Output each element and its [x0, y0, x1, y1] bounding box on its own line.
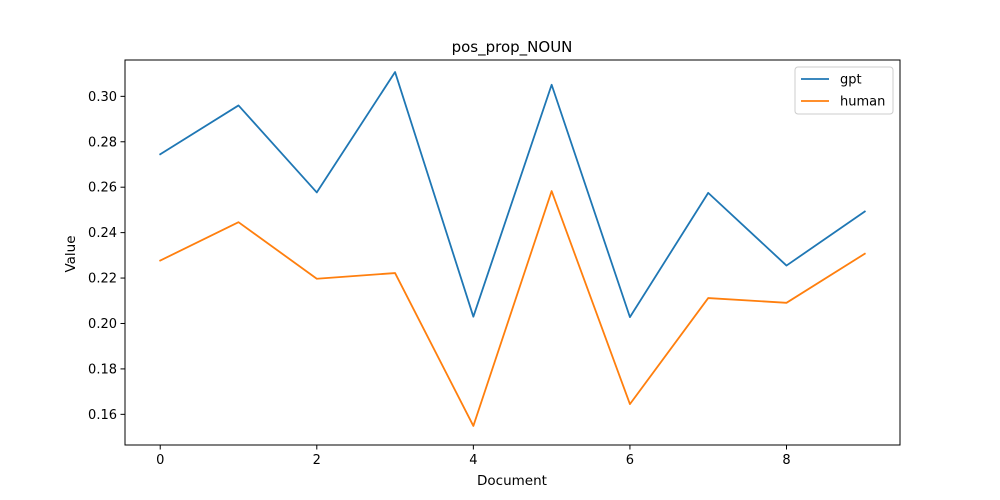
y-tick-label: 0.22: [88, 272, 117, 287]
x-axis-label: Document: [477, 473, 547, 489]
plot-area: [158, 71, 867, 427]
legend-label-gpt: gpt: [840, 73, 862, 88]
legend: gpt human: [794, 66, 894, 115]
x-tick-label: 4: [469, 453, 477, 468]
y-tick-label: 0.18: [88, 362, 117, 377]
chart-title: pos_prop_NOUN: [452, 38, 573, 57]
legend-label-human: human: [840, 95, 885, 110]
y-tick-label: 0.26: [88, 181, 117, 196]
y-tick-label: 0.28: [88, 135, 117, 150]
axes-frame: [124, 59, 901, 446]
y-axis-label: Value: [63, 235, 79, 272]
x-tick-label: 6: [626, 453, 634, 468]
series-line-gpt: [158, 71, 867, 319]
y-tick-label: 0.24: [88, 226, 117, 241]
axes: 0 2 4 6 8 0.16 0.18 0.20 0.22 0.24 0.26 0.28 0.30: [88, 59, 901, 468]
y-tick-label: 0.16: [88, 408, 117, 423]
y-tick-label: 0.30: [88, 90, 117, 105]
series-line-human: [159, 190, 867, 427]
x-tick-label: 8: [782, 453, 790, 468]
x-tick-label: 0: [156, 453, 164, 468]
y-tick-label: 0.20: [88, 317, 117, 332]
x-tick-label: 2: [313, 453, 321, 468]
